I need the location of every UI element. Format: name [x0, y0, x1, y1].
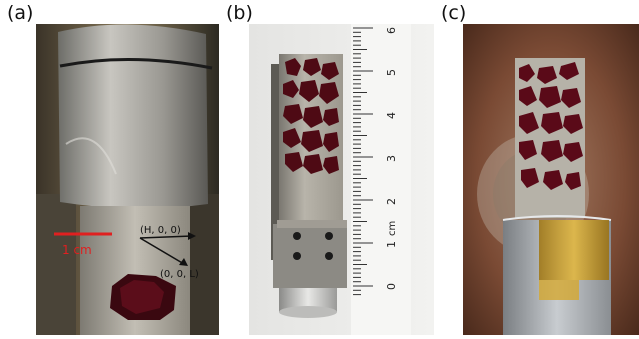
photo-panel-b: 6 5 4 3 2 1 cm 0 [249, 24, 434, 335]
sample-plate [515, 58, 585, 218]
ruler-label-5: 5 [385, 69, 398, 76]
base-block [273, 224, 347, 288]
axis-label-l: (0, 0, L) [160, 269, 199, 280]
kapton-tape [539, 220, 609, 280]
panel-label-b: (b) [226, 2, 253, 24]
ruler-label-2: 2 [385, 198, 398, 205]
axis-label-h: (H, 0, 0) [140, 225, 181, 236]
crystal-mosaic [283, 58, 339, 174]
scale-bar-label: 1 cm [62, 243, 92, 257]
axis-arrow-h [139, 235, 193, 239]
ruler-label-0: 0 [385, 283, 398, 290]
ruler-ticks [353, 27, 373, 296]
crystal-mosaic [519, 62, 583, 190]
panel-label-c: (c) [441, 2, 467, 24]
photo-panel-c [463, 24, 639, 335]
ruler-label-4: 4 [385, 112, 398, 119]
photo-panel-a: 1 cm (H, 0, 0) (0, 0, L) [36, 24, 219, 335]
ruler-label-3: 3 [385, 155, 398, 162]
ruler [351, 24, 411, 335]
axis-arrow-l [139, 237, 185, 265]
ruler-label-cm: cm [387, 221, 398, 236]
tape-wrapped-holder [58, 24, 208, 209]
ruler-label-6: 6 [385, 27, 398, 34]
panel-label-a: (a) [7, 2, 34, 24]
ruler-label-1: 1 [385, 241, 398, 248]
